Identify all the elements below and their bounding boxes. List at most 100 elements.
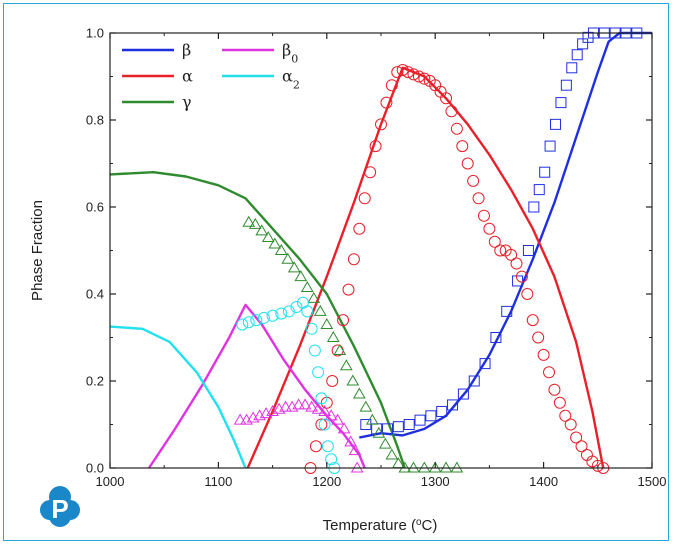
alpha2-calc-line: [109, 325, 247, 469]
beta-exp-square: [566, 62, 578, 74]
alpha2-exp-circle: [301, 305, 314, 318]
beta-exp-square: [414, 414, 426, 426]
alpha-exp-circle: [461, 157, 474, 170]
logo-blob-top: [49, 486, 71, 508]
x-tick-label: 1300: [421, 474, 450, 489]
alpha-exp-circle: [309, 440, 322, 453]
beta-exp-square: [544, 140, 556, 152]
gamma-exp-triangle: [417, 461, 431, 473]
gamma-exp-triangle: [333, 344, 347, 356]
gamma-exp-triangle: [407, 461, 420, 473]
alpha-exp-circle: [526, 314, 539, 327]
beta0-exp-triangle: [279, 400, 292, 412]
beta-exp-square: [555, 97, 567, 109]
gamma-exp-triangle: [326, 331, 340, 342]
beta-exp-square: [550, 118, 562, 130]
beta0-exp-triangle: [344, 435, 358, 447]
gamma-exp-triangle: [372, 426, 386, 438]
y-tick-label: 0.6: [86, 200, 104, 215]
legend-label-gamma: γ: [182, 93, 192, 112]
beta0-exp-triangle: [298, 398, 312, 410]
y-tick-label: 0.4: [86, 287, 104, 302]
logo-letter: P: [51, 494, 68, 524]
alpha2-exp-circle: [315, 392, 328, 405]
alpha2-exp-circle: [308, 344, 321, 357]
beta-exp-square: [490, 332, 502, 343]
y-tick-label: 0.2: [86, 374, 104, 389]
gamma-calc-line: [109, 171, 406, 469]
logo-blob-bottom: [49, 505, 71, 527]
alpha-exp-circle: [353, 222, 366, 235]
alpha-exp-circle: [364, 166, 377, 179]
y-axis-label: Phase Fraction: [29, 200, 46, 301]
y-tick-label: 1.0: [86, 26, 104, 41]
alpha-exp-circle: [375, 118, 387, 131]
alpha-exp-circle: [580, 448, 593, 461]
alpha-exp-circle: [380, 96, 393, 109]
alpha-exp-circle: [402, 66, 415, 79]
beta-exp-square: [512, 275, 524, 287]
alpha-exp-circle: [521, 288, 534, 300]
alpha2-exp-circle: [266, 309, 279, 322]
alpha2-exp-circle: [236, 318, 249, 331]
alpha-exp-circle: [337, 314, 350, 327]
alpha-exp-circle: [591, 459, 604, 472]
y-tick-label: 0.0: [86, 461, 104, 476]
alpha-exp-circle: [537, 348, 550, 361]
alpha-exp-circle: [494, 244, 507, 257]
alpha2-exp-circle: [282, 305, 295, 318]
x-tick-label: 1100: [204, 474, 232, 489]
alpha-exp-circle: [472, 192, 485, 205]
alpha-exp-circle: [532, 331, 545, 344]
x-tick-label: 1200: [312, 474, 341, 489]
gamma-exp-triangle: [359, 400, 373, 412]
x-axis-label: Temperature (oC): [323, 517, 438, 535]
alpha-exp-circle: [315, 418, 328, 431]
beta0-exp-triangle: [305, 400, 318, 412]
alpha-exp-circle: [412, 70, 425, 83]
beta-exp-square: [560, 79, 572, 91]
beta0-exp-triangle: [292, 398, 305, 410]
alpha-exp-circle: [445, 105, 458, 118]
beta0-exp-triangle: [318, 404, 331, 416]
alpha2-exp-circle: [305, 322, 318, 335]
legend-label-alpha2: α2: [282, 67, 300, 92]
alpha-exp-circle: [548, 383, 561, 396]
alpha-exp-circle: [477, 209, 490, 222]
alpha-calc-line: [246, 66, 605, 469]
alpha-exp-circle: [559, 409, 572, 422]
alpha-exp-circle: [385, 79, 398, 92]
gamma-exp-triangle: [313, 304, 327, 316]
beta-exp-square: [403, 419, 415, 430]
beta-exp-square: [533, 184, 545, 196]
gamma-exp-triangle: [294, 270, 308, 282]
legend-label-alpha: α: [182, 67, 193, 86]
axes: 1000 1100 1200 1300 1400 1500 0.0 0.2 0.4 0.6 0.8 1…: [86, 26, 667, 490]
alpha-exp-circle: [456, 140, 469, 153]
beta0-exp-triangle: [311, 402, 325, 414]
gamma-exp-triangle: [255, 224, 269, 236]
gamma-exp-triangle: [261, 230, 275, 242]
alpha-exp-circle: [553, 396, 566, 409]
gamma-exp-triangle: [365, 413, 379, 425]
beta-exp-square: [571, 49, 583, 61]
gamma-exp-triangle: [346, 374, 360, 386]
alpha-exp-circle: [369, 140, 382, 153]
alpha-exp-circle: [342, 283, 355, 296]
gamma-exp-triangle: [274, 244, 288, 255]
alpha-exp-circle: [570, 431, 583, 444]
alpha-exp-circle: [488, 235, 501, 248]
beta-exp-square: [425, 410, 437, 422]
alpha-exp-circle: [515, 270, 528, 283]
alpha-exp-circle: [396, 63, 409, 76]
beta0-exp-triangle: [233, 413, 247, 425]
legend-label-beta0: β0: [282, 41, 298, 66]
legend-label-beta: β: [182, 41, 191, 60]
alpha2-exp-circle: [242, 316, 255, 329]
gamma-exp-triangle: [385, 448, 399, 460]
beta-exp-square: [457, 388, 469, 400]
gamma-exp-triangle: [248, 217, 262, 229]
gamma-exp-triangle: [268, 237, 282, 249]
gamma-exp-triangle: [439, 461, 453, 473]
